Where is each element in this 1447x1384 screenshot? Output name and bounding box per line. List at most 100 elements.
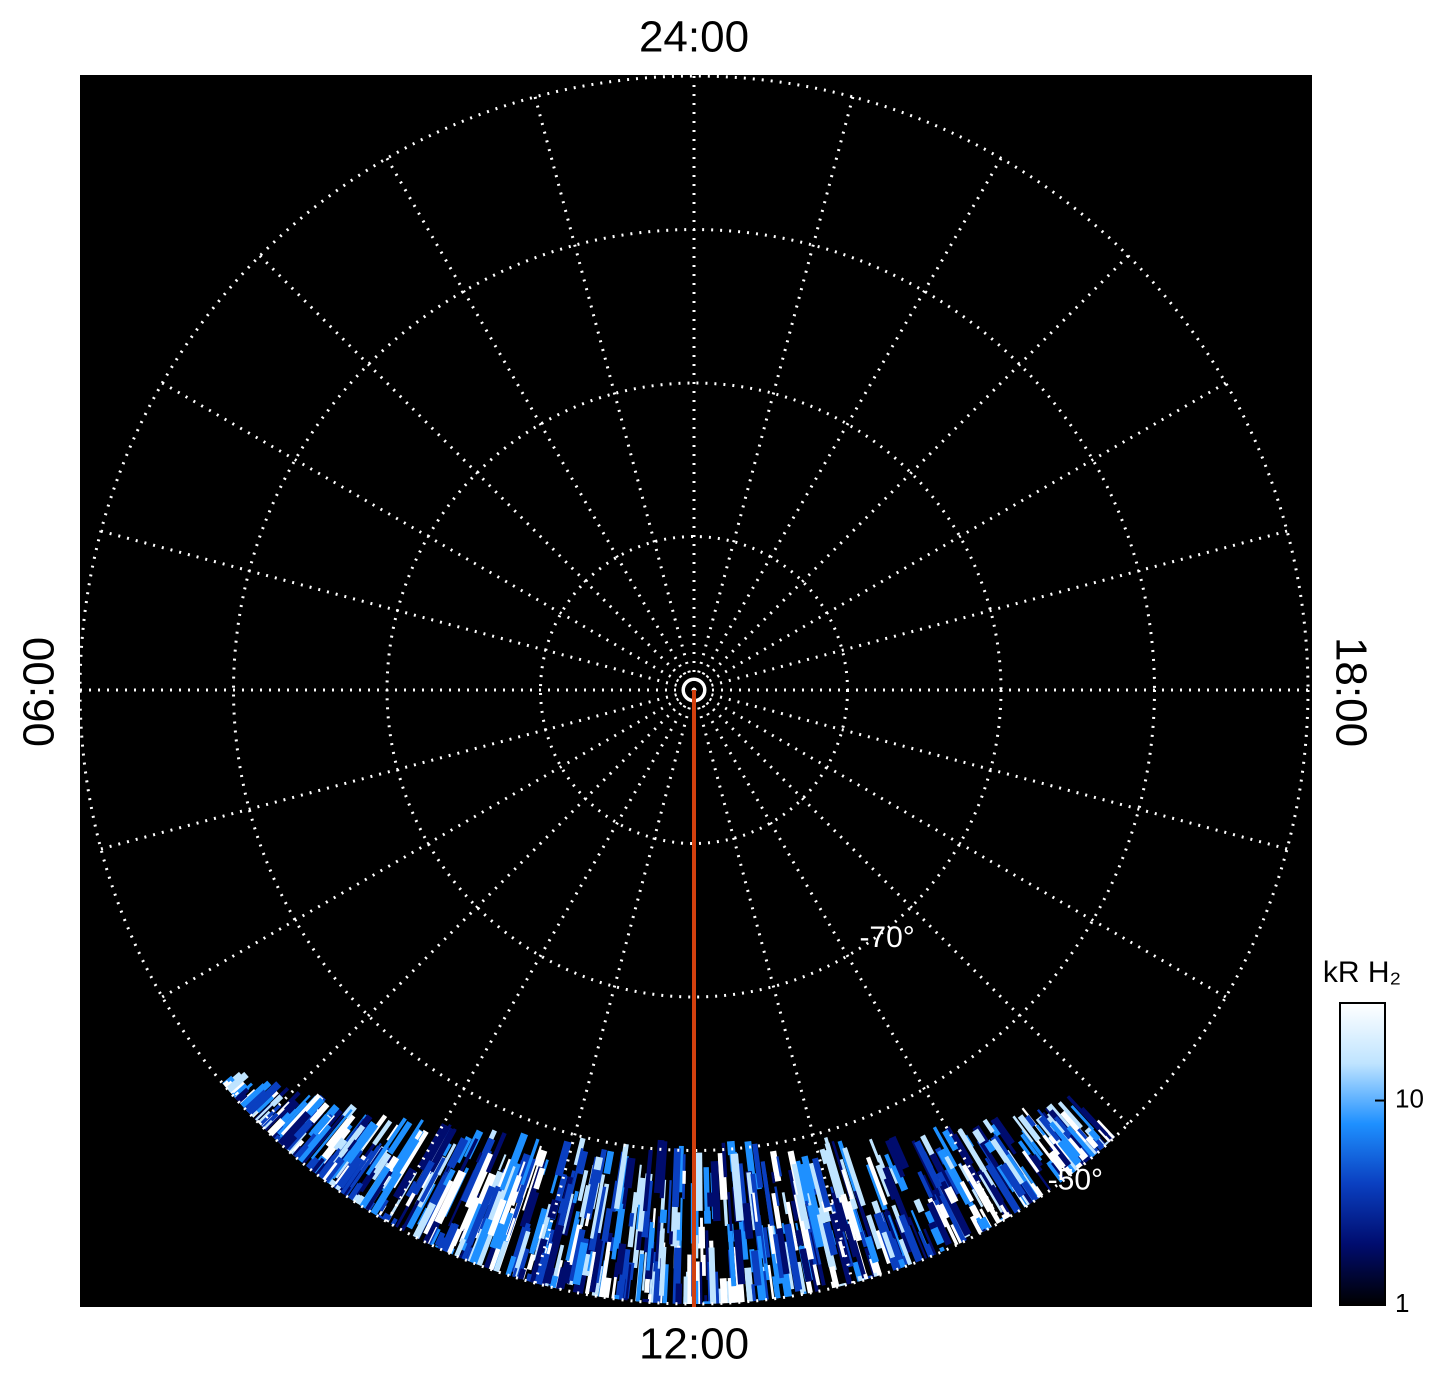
emission-streak <box>515 1157 536 1205</box>
lt-label-left: 06:00 <box>15 637 64 747</box>
emission-streak <box>1017 1114 1041 1142</box>
emission-streak <box>475 1152 483 1163</box>
emission-streak <box>584 1213 591 1227</box>
emission-streak <box>958 1163 970 1182</box>
emission-streak <box>311 1157 325 1173</box>
emission-streak <box>1017 1140 1031 1157</box>
emission-streak <box>761 1169 774 1226</box>
emission-streak <box>302 1115 344 1165</box>
emission-streak <box>944 1155 955 1170</box>
latitude-label: -50° <box>1048 1163 1103 1196</box>
emission-streak <box>710 1161 721 1222</box>
emission-streak <box>732 1284 741 1303</box>
emission-streak <box>1057 1101 1083 1129</box>
emission-streak <box>802 1164 820 1216</box>
emission-streak <box>940 1213 959 1246</box>
emission-streak <box>623 1157 636 1189</box>
emission-streak <box>942 1129 959 1152</box>
emission-streak <box>533 1167 546 1190</box>
emission-streak <box>999 1162 1026 1198</box>
emission-streak <box>959 1180 975 1203</box>
emission-streak <box>254 1101 276 1121</box>
emission-streak <box>1012 1115 1034 1143</box>
emission-streak <box>573 1137 586 1166</box>
emission-streak <box>887 1214 905 1257</box>
emission-streak <box>555 1267 565 1290</box>
emission-streak <box>750 1250 762 1286</box>
emission-streak <box>881 1231 896 1259</box>
emission-streak <box>584 1251 597 1295</box>
emission-streak <box>659 1141 668 1199</box>
emission-streak <box>969 1215 983 1235</box>
emission-streak <box>1066 1125 1096 1158</box>
emission-streak <box>853 1190 875 1245</box>
emission-streak <box>555 1183 574 1235</box>
emission-streak <box>864 1274 873 1280</box>
emission-streak <box>365 1117 407 1176</box>
emission-streak <box>769 1150 782 1182</box>
emission-streak <box>338 1124 366 1157</box>
emission-streak <box>799 1248 813 1283</box>
emission-streak <box>984 1157 1020 1212</box>
emission-streak <box>549 1275 559 1289</box>
emission-streak <box>914 1140 943 1189</box>
emission-streak <box>370 1170 402 1216</box>
emission-streak <box>305 1155 320 1171</box>
meridian <box>533 689 696 1284</box>
emission-streak <box>267 1117 286 1137</box>
emission-streak <box>382 1176 392 1189</box>
emission-streak <box>921 1174 937 1202</box>
emission-streak <box>752 1143 764 1189</box>
emission-streak <box>677 1145 684 1193</box>
emission-streak <box>646 1222 654 1271</box>
emission-streak <box>1021 1180 1039 1202</box>
emission-streak <box>875 1229 892 1265</box>
emission-streak <box>662 1264 669 1304</box>
emission-streak <box>823 1149 841 1199</box>
emission-streak <box>310 1108 353 1160</box>
emission-streak <box>583 1162 603 1220</box>
emission-streak <box>607 1236 615 1252</box>
latitude-circle <box>539 535 849 845</box>
emission-streak <box>505 1255 517 1276</box>
emission-streak <box>386 1155 400 1170</box>
emission-streak <box>520 1138 540 1186</box>
emission-streak <box>454 1237 467 1258</box>
emission-streak <box>989 1184 1002 1201</box>
emission-streak <box>717 1157 727 1175</box>
emission-streak <box>1073 1129 1099 1157</box>
emission-streak <box>812 1157 831 1209</box>
emission-streak <box>412 1202 436 1239</box>
emission-streak <box>419 1157 447 1203</box>
emission-streak <box>442 1143 452 1157</box>
emission-streak <box>972 1128 986 1144</box>
emission-streak <box>939 1246 945 1253</box>
emission-streak <box>376 1213 384 1220</box>
emission-streak <box>944 1186 959 1205</box>
emission-streak <box>417 1123 449 1171</box>
emission-streak <box>838 1282 847 1287</box>
emission-streak <box>565 1210 581 1261</box>
emission-streak <box>923 1242 936 1258</box>
emission-streak <box>707 1261 711 1304</box>
emission-streak <box>283 1134 298 1150</box>
emission-streak <box>577 1169 589 1202</box>
emission-streak <box>744 1274 753 1302</box>
emission-streak <box>495 1212 514 1250</box>
emission-streak <box>838 1240 846 1258</box>
emission-streak <box>568 1228 586 1282</box>
emission-streak <box>411 1160 435 1196</box>
emission-streak <box>1050 1162 1066 1181</box>
emission-streak <box>292 1145 304 1158</box>
meridian <box>692 688 1130 1126</box>
emission-streak <box>733 1229 746 1285</box>
emission-streak <box>1070 1104 1095 1131</box>
emission-streak <box>841 1168 854 1200</box>
emission-streak <box>891 1163 909 1192</box>
emission-streak <box>830 1280 837 1289</box>
emission-streak <box>781 1222 786 1234</box>
emission-streak <box>1031 1153 1043 1168</box>
emission-streak <box>291 1150 297 1156</box>
emission-streak <box>604 1232 613 1244</box>
emission-streak <box>898 1258 906 1269</box>
